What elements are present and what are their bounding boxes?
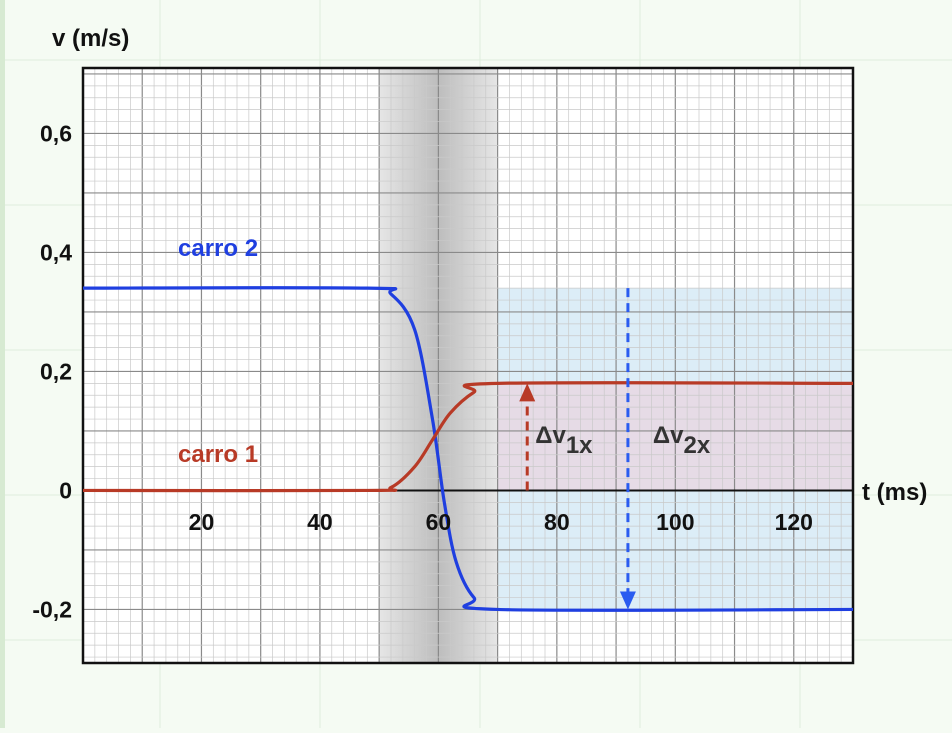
series-layer: carro 2 carro 1 <box>82 235 854 612</box>
series-line-carro-1 <box>82 381 854 493</box>
x-axis-label: t (ms) <box>862 479 927 506</box>
x-tick-label: 120 <box>775 509 813 535</box>
y-tick-label: -0,2 <box>32 596 72 622</box>
series-line-carro-2 <box>82 286 854 612</box>
y-tick-label: 0,4 <box>40 239 72 265</box>
x-tick-label: 80 <box>544 509 570 535</box>
y-tick-label: 0 <box>59 477 72 503</box>
y-tick-label: 0,6 <box>40 120 72 146</box>
axis-labels: v (m/s) t (ms) <box>52 25 927 506</box>
tick-labels: 20 40 60 80 100 120 -0,2 0 0,2 0,4 0,6 <box>32 120 813 622</box>
x-tick-label: 60 <box>426 509 452 535</box>
page-left-edge <box>0 0 5 728</box>
x-tick-label: 20 <box>189 509 215 535</box>
x-tick-label: 40 <box>307 509 333 535</box>
y-axis-label: v (m/s) <box>52 25 129 52</box>
series-label-carro-1: carro 1 <box>178 441 258 468</box>
delta-arrow-head-2x <box>619 591 636 610</box>
plot-frame <box>81 66 855 665</box>
delta-arrow-head-1x <box>519 383 536 402</box>
delta-label-subscript: 1x <box>566 432 593 459</box>
delta-label-subscript: 2x <box>684 432 711 459</box>
x-tick-label: 100 <box>656 509 694 535</box>
series-label-carro-2: carro 2 <box>178 235 258 262</box>
y-tick-label: 0,2 <box>40 358 72 384</box>
